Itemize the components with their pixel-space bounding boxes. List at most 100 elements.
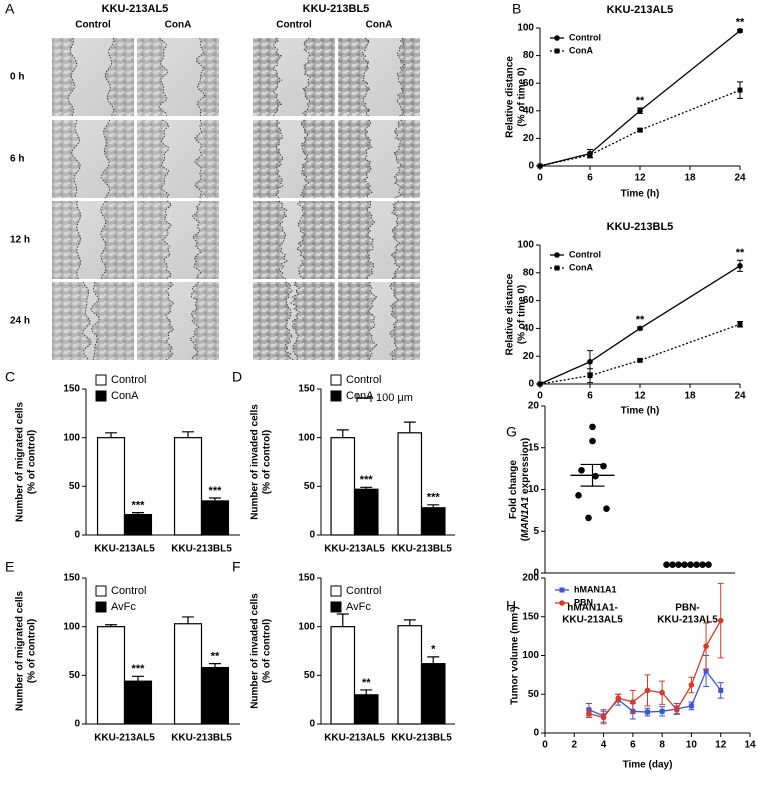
wound-edge <box>300 119 310 199</box>
column-label: Control <box>75 20 111 31</box>
y-axis-label: (MAN1A1 expression) <box>520 438 531 541</box>
panel-letter: D <box>232 369 242 385</box>
cell-layer <box>390 201 420 279</box>
y-tick-label: 5 <box>533 526 539 537</box>
marker <box>537 163 543 169</box>
y-tick-label: 80 <box>523 267 535 278</box>
wound-edge <box>67 37 78 117</box>
y-tick-label: 200 <box>522 573 539 584</box>
cell-layer <box>296 201 335 279</box>
y-tick-label: 50 <box>69 670 81 681</box>
bar <box>123 513 153 536</box>
chart-title: KKU-213AL5 <box>607 4 674 16</box>
y-tick-label: 0 <box>309 530 315 541</box>
chart-title: KKU-213BL5 <box>607 221 674 233</box>
row-label: 12 h <box>10 235 30 246</box>
group-label: KKU-213BL5 <box>303 3 370 15</box>
cell-layer <box>300 120 335 198</box>
marker <box>673 706 680 713</box>
bar <box>397 432 423 536</box>
wound-edge <box>277 200 288 280</box>
error-bar <box>182 616 195 624</box>
y-axis-label: Number of invaded cells <box>250 404 261 520</box>
marker <box>645 709 650 715</box>
annotation: ** <box>362 677 371 689</box>
panel-letter: F <box>232 559 241 575</box>
y-axis-label: Number of migrated cells <box>15 591 26 711</box>
row-label: 0 h <box>10 72 24 83</box>
marker <box>737 87 743 93</box>
x-tick-label: 0 <box>542 740 548 751</box>
x-tick-label: 8 <box>659 740 665 751</box>
legend-label: Control <box>346 374 381 386</box>
error-bar <box>360 486 373 490</box>
y-tick-label: 50 <box>69 481 81 492</box>
dot <box>592 472 599 480</box>
legend-label: Control <box>111 585 146 597</box>
y-axis-label: Fold change <box>508 460 519 519</box>
cell-layer <box>137 282 174 360</box>
x-tick-label: 12 <box>634 391 646 402</box>
y-tick-label: 50 <box>304 670 316 681</box>
dot <box>578 466 585 474</box>
y-tick-label: 0 <box>533 728 539 739</box>
bar <box>353 488 379 536</box>
x-tick-label: KKU-213AL5 <box>562 615 623 626</box>
y-tick-label: 50 <box>304 481 316 492</box>
y-tick-label: 20 <box>523 133 535 144</box>
x-tick-label: KKU-213BL5 <box>171 544 232 555</box>
wound-edge <box>104 37 115 117</box>
marker <box>703 643 709 649</box>
y-axis-label: Relative distance <box>505 273 516 355</box>
wound-edge <box>290 281 301 361</box>
panel-letter: E <box>5 559 14 575</box>
annotation: *** <box>427 492 441 504</box>
legend-label: Control <box>111 374 146 386</box>
annotation: *** <box>360 474 374 486</box>
marker <box>587 152 593 158</box>
y-axis-label: (% of control) <box>262 430 273 494</box>
panel-letter: H <box>506 598 516 614</box>
y-tick-label: 0 <box>309 719 315 730</box>
x-tick-label: 12 <box>634 173 646 184</box>
x-tick-label: 12 <box>715 740 727 751</box>
legend-label: Control <box>569 249 601 259</box>
marker <box>737 27 743 34</box>
x-tick-label: KKU-213AL5 <box>94 544 155 555</box>
marker <box>637 357 643 363</box>
legend-label: ConA <box>569 262 593 272</box>
cell-layer <box>137 38 168 116</box>
cell-layer <box>52 38 77 116</box>
cell-layer <box>338 38 370 116</box>
y-tick-label: 100 <box>517 23 534 34</box>
annotation: * <box>431 644 436 656</box>
error-bar <box>131 675 144 682</box>
annotation: ** <box>736 16 745 28</box>
x-axis-label: Time (h) <box>621 406 660 417</box>
x-tick-label: KKU-213AL5 <box>324 544 385 555</box>
legend-swatch <box>95 390 107 402</box>
error-bar <box>403 619 416 626</box>
legend-swatch <box>330 601 342 613</box>
error-bar <box>131 512 144 515</box>
cell-layer <box>100 201 134 279</box>
bar <box>330 437 356 536</box>
error-bar <box>360 689 373 695</box>
y-tick-label: 100 <box>63 432 80 443</box>
x-tick-label: KKU-213BL5 <box>171 733 232 744</box>
y-tick-label: 20 <box>528 401 540 412</box>
error-bar <box>336 613 349 627</box>
group-label: KKU-213AL5 <box>102 3 169 15</box>
y-tick-label: 150 <box>63 384 80 395</box>
y-tick-label: 60 <box>523 78 535 89</box>
cell-layer <box>338 201 375 279</box>
legend-swatch <box>95 601 107 613</box>
x-tick-label: KKU-213AL5 <box>657 615 718 626</box>
legend-swatch <box>330 390 342 402</box>
legend-label: ConA <box>569 45 593 55</box>
y-axis-label: (% of control) <box>27 619 38 683</box>
marker <box>737 321 743 327</box>
marker <box>615 695 622 701</box>
wound-edge <box>296 200 306 280</box>
